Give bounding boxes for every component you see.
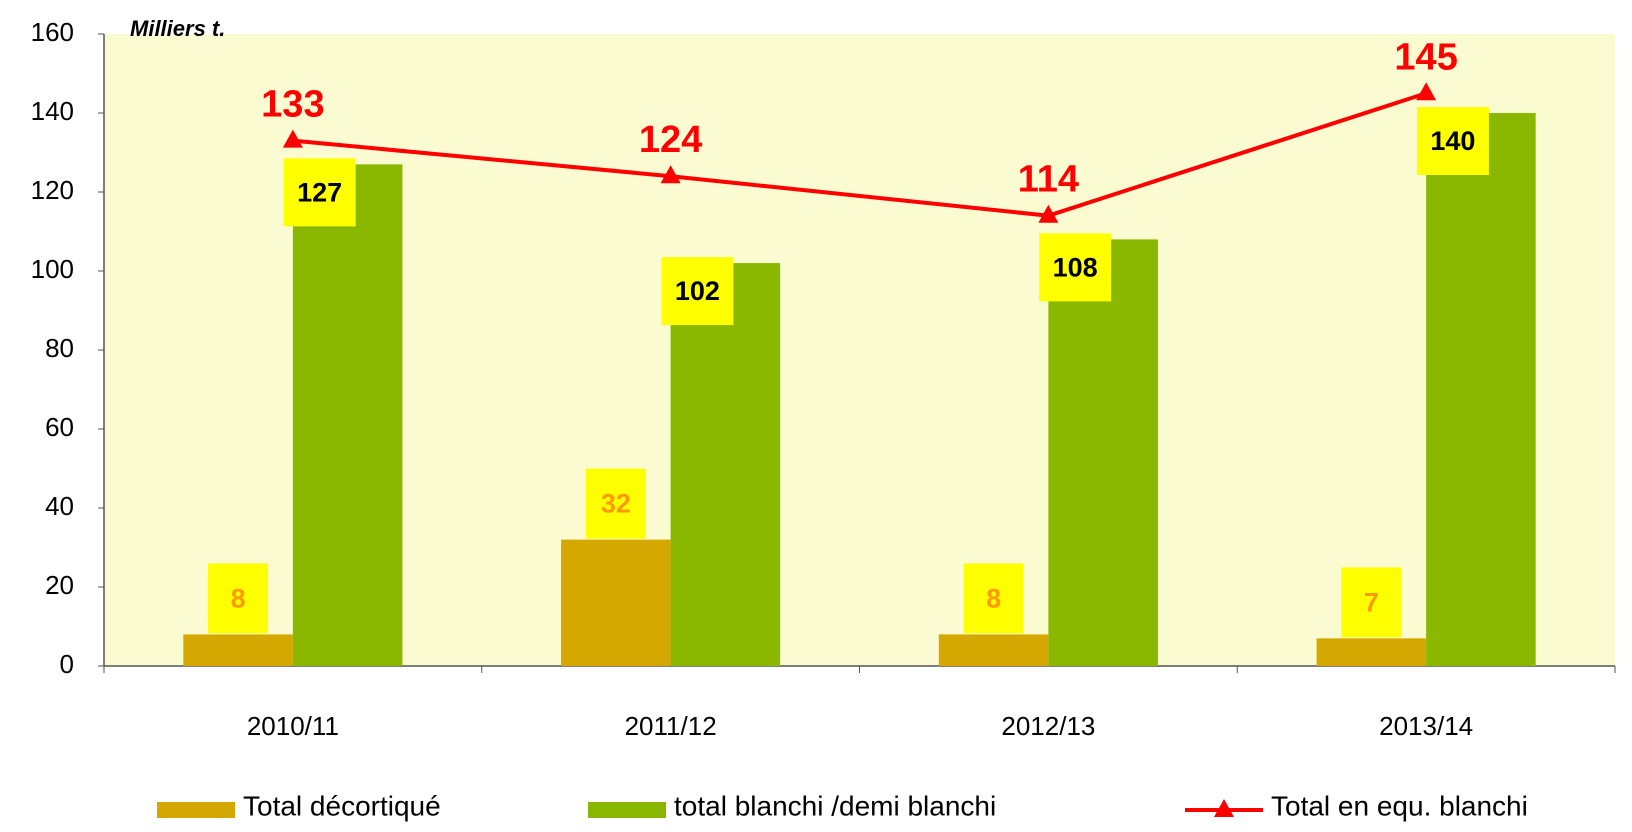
legend-swatch bbox=[588, 802, 666, 818]
data-label: 133 bbox=[261, 84, 324, 126]
label-box bbox=[1416, 107, 1489, 175]
data-label: 114 bbox=[1018, 159, 1079, 201]
data-label: 32 bbox=[601, 489, 631, 519]
marker bbox=[1038, 204, 1059, 223]
bar bbox=[670, 263, 781, 666]
bar bbox=[292, 164, 403, 666]
data-label: 127 bbox=[297, 177, 342, 207]
bar bbox=[183, 634, 293, 666]
marker bbox=[1416, 82, 1437, 101]
data-label: 102 bbox=[675, 276, 720, 306]
label-box bbox=[963, 563, 1024, 634]
y-tick-label: 0 bbox=[60, 649, 74, 679]
data-label: 124 bbox=[639, 119, 702, 161]
x-tick-label: 2011/12 bbox=[625, 711, 717, 741]
label-box bbox=[1341, 567, 1402, 638]
data-label: 8 bbox=[231, 584, 246, 614]
legend-swatch bbox=[1214, 799, 1234, 817]
data-label: 7 bbox=[1364, 587, 1379, 617]
legend-label: total blanchi /demi blanchi bbox=[674, 790, 996, 821]
y-tick-label: 20 bbox=[45, 570, 74, 600]
y-tick-label: 100 bbox=[31, 254, 74, 284]
y-tick-label: 160 bbox=[31, 17, 74, 47]
legend-label: Total décortiqué bbox=[243, 790, 441, 821]
bar bbox=[938, 634, 1049, 666]
y-tick-label: 60 bbox=[45, 412, 74, 442]
data-label: 8 bbox=[986, 584, 1001, 614]
line bbox=[292, 91, 1427, 218]
legend-swatch bbox=[157, 802, 235, 818]
bar bbox=[561, 539, 671, 666]
unit-label: Milliers t. bbox=[130, 16, 225, 41]
label-box bbox=[1039, 233, 1112, 302]
bar bbox=[1316, 638, 1427, 666]
marker bbox=[282, 129, 303, 148]
marker bbox=[660, 165, 681, 184]
label-box bbox=[283, 158, 356, 227]
x-tick-label: 2013/14 bbox=[1379, 711, 1473, 741]
legend-label: Total en equ. blanchi bbox=[1271, 790, 1528, 821]
y-tick-label: 120 bbox=[31, 175, 74, 205]
label-box bbox=[208, 563, 269, 634]
x-tick-label: 2012/13 bbox=[1001, 711, 1095, 741]
x-tick-label: 2010/11 bbox=[247, 711, 339, 741]
y-tick-label: 140 bbox=[31, 96, 74, 126]
bar bbox=[1048, 239, 1158, 666]
label-box bbox=[585, 468, 646, 539]
y-tick-label: 80 bbox=[45, 333, 74, 363]
data-label: 140 bbox=[1430, 126, 1475, 156]
data-label: 108 bbox=[1053, 253, 1098, 283]
data-label: 145 bbox=[1394, 36, 1457, 78]
bar bbox=[1426, 113, 1536, 666]
label-box bbox=[661, 257, 734, 326]
y-tick-label: 40 bbox=[45, 491, 74, 521]
